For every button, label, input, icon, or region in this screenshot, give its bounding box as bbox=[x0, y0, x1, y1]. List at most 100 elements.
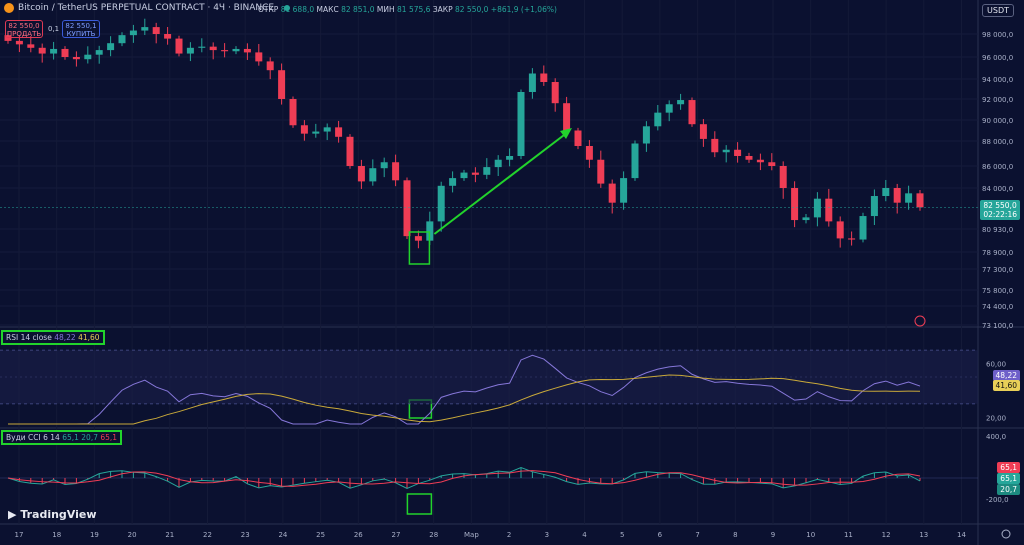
last-price-badge: 82 550,0 02:22:16 bbox=[980, 200, 1020, 220]
candle-body bbox=[27, 44, 35, 48]
rsi-ma-value: 41,60 bbox=[78, 333, 100, 342]
candle-body bbox=[175, 38, 183, 54]
candle-body bbox=[517, 92, 525, 156]
time-tick-label: 22 bbox=[203, 531, 212, 539]
time-tick-label: 10 bbox=[806, 531, 815, 539]
low-value: 81 575,6 bbox=[397, 5, 431, 14]
candle-body bbox=[756, 159, 764, 163]
price-tick-label: 98 000,0 bbox=[982, 31, 1013, 39]
candle-body bbox=[620, 178, 628, 203]
alert-icon bbox=[914, 315, 926, 327]
time-tick-label: 26 bbox=[354, 531, 363, 539]
time-tick-label: 5 bbox=[620, 531, 624, 539]
candle-body bbox=[392, 162, 400, 181]
symbol-title[interactable]: Bitcoin / TetherUS PERPETUAL CONTRACT · … bbox=[18, 3, 275, 13]
price-tick-label: 75 800,0 bbox=[982, 287, 1013, 295]
rsi-badge: 48,22 bbox=[992, 370, 1020, 381]
candle-body bbox=[107, 43, 115, 51]
candle-body bbox=[278, 70, 286, 99]
price-tick-label: 73 100,0 bbox=[982, 322, 1013, 330]
spread-value: 0,1 bbox=[48, 25, 60, 33]
rsi-ma-badge: 41,60 bbox=[992, 380, 1020, 391]
cci-tick-label: 400,0 bbox=[986, 433, 1006, 441]
buy-price: 82 550,1 bbox=[65, 22, 97, 30]
candle-body bbox=[791, 188, 799, 221]
tradingview-logo-icon: ▶ bbox=[8, 508, 17, 521]
candle-body bbox=[129, 30, 137, 36]
time-tick-label: 14 bbox=[957, 531, 966, 539]
time-tick-label: 20 bbox=[128, 531, 137, 539]
candle-body bbox=[870, 196, 878, 217]
candle-body bbox=[380, 162, 388, 169]
candle-body bbox=[164, 34, 172, 39]
cci-badge-1: 65,1 bbox=[997, 462, 1020, 473]
price-tick-label: 80 930,0 bbox=[982, 226, 1013, 234]
candle-body bbox=[642, 126, 650, 144]
price-tick-label: 90 000,0 bbox=[982, 117, 1013, 125]
candle-body bbox=[312, 131, 320, 134]
candle-body bbox=[61, 48, 69, 57]
candle-body bbox=[323, 127, 331, 132]
cci-legend[interactable]: Вуди CCI 6 14 65,1 20,7 65,1 bbox=[1, 430, 123, 445]
last-price: 82 550,0 bbox=[983, 201, 1017, 210]
candle-body bbox=[699, 124, 707, 139]
candle-body bbox=[357, 166, 365, 182]
buy-button[interactable]: 82 550,1 КУПИТЬ bbox=[62, 20, 100, 38]
change-value: +861,9 (+1,06%) bbox=[490, 5, 557, 14]
bitcoin-icon bbox=[4, 3, 14, 13]
buy-label: КУПИТЬ bbox=[66, 30, 96, 38]
time-tick-label: 24 bbox=[278, 531, 287, 539]
price-tick-label: 77 300,0 bbox=[982, 266, 1013, 274]
candle-body bbox=[95, 50, 103, 55]
candle-body bbox=[631, 143, 639, 179]
time-tick-label: 28 bbox=[429, 531, 438, 539]
candle-body bbox=[4, 35, 12, 41]
candle-body bbox=[745, 156, 753, 160]
candle-body bbox=[540, 73, 548, 82]
tradingview-logo[interactable]: ▶ TradingView bbox=[8, 508, 97, 521]
bar-countdown: 02:22:16 bbox=[983, 210, 1017, 219]
ohlc-legend: ОТКР 81 688,0 МАКС 82 851,0 МИН 81 575,6… bbox=[258, 5, 557, 14]
settings-icon bbox=[1001, 529, 1011, 539]
rsi-legend[interactable]: RSI 14 close 48,22 41,60 bbox=[1, 330, 105, 345]
price-tick-label: 94 000,0 bbox=[982, 76, 1013, 84]
market-open-icon bbox=[284, 5, 291, 11]
candle-body bbox=[414, 236, 422, 241]
price-tick-label: 74 400,0 bbox=[982, 303, 1013, 311]
candle-body bbox=[266, 61, 274, 71]
time-tick-label: Мар bbox=[464, 531, 479, 539]
low-label: МИН bbox=[376, 5, 395, 14]
candle-body bbox=[50, 48, 58, 54]
candle-body bbox=[141, 27, 149, 31]
price-tick-label: 78 900,0 bbox=[982, 249, 1013, 257]
candle-body bbox=[460, 172, 468, 179]
candle-body bbox=[483, 167, 491, 175]
sell-button[interactable]: 82 550,0 ПРОДАТЬ bbox=[5, 20, 43, 38]
candle-body bbox=[848, 238, 856, 240]
brand-name: TradingView bbox=[20, 508, 97, 521]
currency-selector[interactable]: USDT bbox=[982, 4, 1014, 17]
candle-body bbox=[528, 73, 536, 92]
candle-body bbox=[551, 82, 559, 104]
price-tick-label: 84 000,0 bbox=[982, 185, 1013, 193]
candle-body bbox=[335, 127, 343, 137]
candle-body bbox=[369, 168, 377, 182]
time-tick-label: 23 bbox=[241, 531, 250, 539]
time-tick-label: 9 bbox=[771, 531, 775, 539]
candle-body bbox=[585, 146, 593, 160]
rsi-ma-line bbox=[8, 374, 921, 425]
price-tick-label: 86 000,0 bbox=[982, 163, 1013, 171]
candle-body bbox=[471, 172, 479, 175]
close-value: 82 550,0 bbox=[455, 5, 489, 14]
candle-body bbox=[825, 198, 833, 222]
close-label: ЗАКР bbox=[432, 5, 453, 14]
cci-value-3: 65,1 bbox=[100, 433, 118, 442]
candle-body bbox=[72, 57, 80, 60]
time-tick-label: 18 bbox=[52, 531, 61, 539]
time-tick-label: 19 bbox=[90, 531, 99, 539]
candle-body bbox=[608, 183, 616, 203]
candle-body bbox=[905, 193, 913, 203]
candle-body bbox=[882, 188, 890, 197]
candle-body bbox=[916, 193, 924, 208]
